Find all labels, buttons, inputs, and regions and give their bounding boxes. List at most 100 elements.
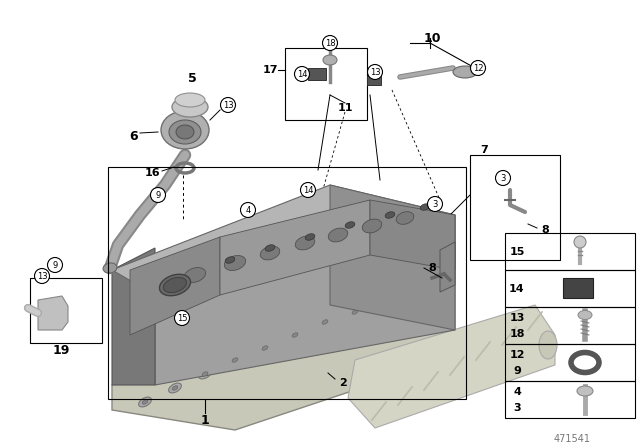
Ellipse shape bbox=[539, 331, 557, 359]
Text: 18: 18 bbox=[324, 39, 335, 47]
Circle shape bbox=[428, 197, 442, 211]
Text: 12: 12 bbox=[509, 350, 525, 360]
Ellipse shape bbox=[578, 310, 592, 319]
Ellipse shape bbox=[259, 343, 271, 353]
Ellipse shape bbox=[142, 400, 148, 404]
Text: 16: 16 bbox=[145, 168, 161, 178]
Ellipse shape bbox=[385, 212, 395, 218]
Polygon shape bbox=[370, 200, 455, 270]
Text: 13: 13 bbox=[223, 100, 234, 109]
Polygon shape bbox=[112, 248, 155, 385]
Ellipse shape bbox=[103, 263, 117, 273]
Ellipse shape bbox=[352, 310, 358, 314]
Ellipse shape bbox=[172, 97, 208, 117]
Circle shape bbox=[495, 171, 511, 185]
Text: 9: 9 bbox=[513, 366, 521, 375]
Text: 13: 13 bbox=[36, 271, 47, 280]
Circle shape bbox=[47, 258, 63, 272]
Polygon shape bbox=[130, 237, 220, 335]
Ellipse shape bbox=[198, 369, 211, 379]
Ellipse shape bbox=[265, 245, 275, 251]
Bar bbox=[470, 155, 560, 260]
Text: 2: 2 bbox=[339, 378, 347, 388]
Bar bbox=[505, 381, 635, 418]
Ellipse shape bbox=[232, 358, 238, 362]
Text: 8: 8 bbox=[541, 225, 549, 235]
Circle shape bbox=[301, 182, 316, 198]
Ellipse shape bbox=[453, 66, 477, 78]
Ellipse shape bbox=[362, 219, 381, 233]
Ellipse shape bbox=[161, 111, 209, 149]
Polygon shape bbox=[155, 215, 455, 385]
Ellipse shape bbox=[319, 317, 332, 327]
Circle shape bbox=[367, 65, 383, 79]
Text: 4: 4 bbox=[513, 387, 521, 397]
FancyBboxPatch shape bbox=[308, 68, 326, 80]
Ellipse shape bbox=[169, 120, 201, 144]
Text: 11: 11 bbox=[337, 103, 353, 113]
Ellipse shape bbox=[322, 320, 328, 324]
Circle shape bbox=[150, 188, 166, 202]
Polygon shape bbox=[112, 185, 455, 295]
Polygon shape bbox=[112, 310, 460, 430]
Text: 14: 14 bbox=[509, 284, 525, 293]
Bar bbox=[367, 76, 381, 85]
Text: 1: 1 bbox=[200, 414, 209, 426]
Text: 7: 7 bbox=[480, 145, 488, 155]
Text: 15: 15 bbox=[509, 246, 525, 257]
Text: 3: 3 bbox=[432, 199, 438, 208]
Ellipse shape bbox=[262, 346, 268, 350]
Ellipse shape bbox=[139, 397, 152, 407]
Ellipse shape bbox=[396, 211, 413, 224]
Ellipse shape bbox=[260, 246, 280, 260]
Ellipse shape bbox=[224, 255, 246, 271]
Circle shape bbox=[221, 98, 236, 112]
Text: 12: 12 bbox=[473, 64, 483, 73]
Text: 471541: 471541 bbox=[554, 434, 591, 444]
Ellipse shape bbox=[305, 234, 315, 240]
Circle shape bbox=[175, 310, 189, 326]
Polygon shape bbox=[38, 296, 68, 330]
Circle shape bbox=[574, 236, 586, 248]
Text: 9: 9 bbox=[156, 190, 161, 199]
Bar bbox=[505, 307, 635, 344]
Text: 14: 14 bbox=[297, 69, 307, 78]
Ellipse shape bbox=[175, 93, 205, 107]
Text: 13: 13 bbox=[509, 313, 525, 323]
Text: 17: 17 bbox=[262, 65, 278, 75]
Polygon shape bbox=[348, 305, 555, 428]
Text: 3: 3 bbox=[513, 403, 521, 413]
Ellipse shape bbox=[295, 236, 315, 250]
Bar bbox=[285, 48, 367, 120]
Ellipse shape bbox=[289, 330, 301, 340]
Polygon shape bbox=[330, 185, 455, 330]
FancyBboxPatch shape bbox=[563, 278, 593, 298]
Circle shape bbox=[35, 268, 49, 284]
Bar bbox=[30, 278, 102, 343]
Ellipse shape bbox=[292, 333, 298, 337]
Circle shape bbox=[323, 35, 337, 51]
Ellipse shape bbox=[577, 386, 593, 396]
Ellipse shape bbox=[345, 222, 355, 228]
Ellipse shape bbox=[323, 55, 337, 65]
Text: 6: 6 bbox=[130, 129, 138, 142]
Text: 3: 3 bbox=[500, 173, 506, 182]
Circle shape bbox=[241, 202, 255, 217]
Polygon shape bbox=[440, 242, 455, 292]
Bar bbox=[505, 344, 635, 381]
Circle shape bbox=[470, 60, 486, 76]
Text: 5: 5 bbox=[188, 72, 196, 85]
Ellipse shape bbox=[349, 307, 362, 317]
Ellipse shape bbox=[172, 386, 178, 390]
Ellipse shape bbox=[328, 228, 348, 242]
Polygon shape bbox=[220, 200, 370, 295]
Ellipse shape bbox=[184, 267, 205, 283]
Ellipse shape bbox=[228, 355, 241, 365]
Text: 4: 4 bbox=[245, 206, 251, 215]
Bar bbox=[505, 270, 635, 307]
Text: 10: 10 bbox=[423, 31, 441, 44]
Ellipse shape bbox=[202, 372, 208, 376]
Text: 13: 13 bbox=[370, 68, 380, 77]
Ellipse shape bbox=[225, 257, 235, 263]
Ellipse shape bbox=[420, 204, 430, 210]
